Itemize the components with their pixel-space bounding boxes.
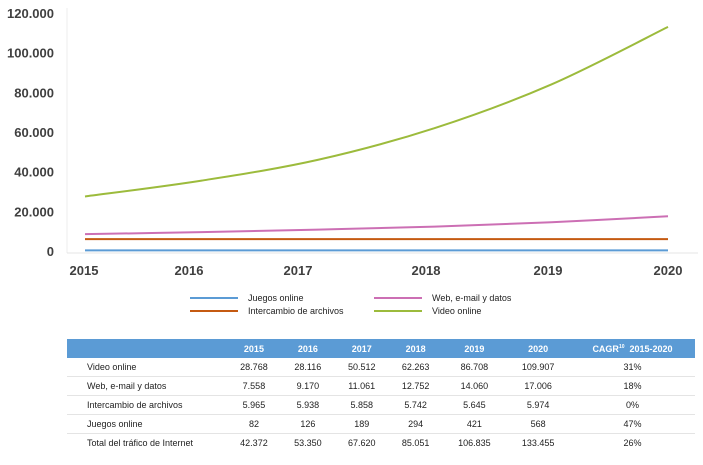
legend-label: Web, e-mail y datos (432, 293, 512, 303)
table-cell: 0% (570, 395, 695, 415)
table-cell: 7.558 (227, 376, 281, 396)
x-tick-label: 2017 (284, 263, 313, 278)
header-cagr: CAGR10 2015-2020 (570, 339, 695, 358)
table-cell: 82 (227, 414, 281, 434)
table-cell: 11.061 (334, 376, 389, 396)
table-row: Total del tráfico de Internet 42.372 53.35… (67, 434, 695, 453)
table-cell: 62.263 (388, 358, 443, 377)
table-header: 2015 2016 2017 2018 2019 2020 CAGR10 201… (67, 339, 695, 358)
table-cell: 28.768 (227, 358, 281, 377)
traffic-table: 2015 2016 2017 2018 2019 2020 CAGR10 201… (67, 339, 695, 452)
table-cell: 42.372 (240, 438, 268, 448)
x-tick-label: 2015 (70, 263, 99, 278)
header-2020: 2020 (506, 339, 570, 358)
table-cell: 14.060 (442, 376, 507, 396)
table-cell: 86.708 (442, 358, 507, 377)
y-tick-label: 120.000 (7, 6, 54, 21)
table-cell: 5.645 (442, 395, 507, 415)
legend-label: Intercambio de archivos (248, 306, 344, 316)
table-cell: 421 (442, 414, 507, 434)
row-label: Video online (67, 358, 227, 377)
table-cell: 12.752 (388, 376, 443, 396)
table-cell: 106.835 (458, 438, 491, 448)
table-cell: 53.350 (294, 438, 322, 448)
row-label: Juegos online (67, 414, 227, 434)
table-cell: 18% (570, 376, 695, 396)
x-tick-label: 2019 (534, 263, 563, 278)
table-row: Juegos online 82 126 189 294 421 568 47% (67, 414, 695, 434)
header-2018: 2018 (388, 339, 443, 358)
series-line-web-e-mail-y-datos (84, 215, 669, 236)
header-2019: 2019 (442, 339, 507, 358)
line-chart: 0 20.000 40.000 60.000 80.000 100.000 120.000 2… (7, 6, 698, 316)
table-cell: 17.006 (506, 376, 570, 396)
y-tick-label: 80.000 (14, 85, 54, 100)
row-label: Total del tráfico de Internet (87, 438, 194, 448)
table-cell: 5.938 (280, 395, 335, 415)
y-tick-label: 40.000 (14, 165, 54, 180)
table-cell: 294 (388, 414, 443, 434)
table-cell: 26% (623, 438, 642, 448)
table-cell: 568 (506, 414, 570, 434)
table-cell: 5.858 (334, 395, 389, 415)
table-cell: 5.742 (388, 395, 443, 415)
table-cell: 109.907 (506, 358, 570, 377)
x-tick-label: 2016 (175, 263, 204, 278)
legend-label: Video online (432, 306, 481, 316)
x-tick-label: 2020 (654, 263, 683, 278)
header-2015: 2015 (227, 339, 281, 358)
legend-label: Juegos online (248, 293, 304, 303)
table-cell: 85.051 (401, 438, 430, 448)
header-2017: 2017 (334, 339, 389, 358)
table-cell: 50.512 (334, 358, 389, 377)
table-cell: 133.455 (521, 438, 555, 448)
table-cell: 189 (334, 414, 389, 434)
table-cell: 28.116 (280, 358, 335, 377)
table-cell: 67.620 (347, 438, 376, 448)
y-tick-label: 0 (47, 244, 54, 259)
table-row: Video online 28.768 28.116 50.512 62.263 86.7… (67, 358, 695, 377)
row-label: Intercambio de archivos (67, 395, 227, 415)
header-blank (67, 339, 227, 358)
table-cell: 9.170 (280, 376, 335, 396)
series-line-video-online (84, 25, 669, 198)
row-label: Web, e-mail y datos (67, 376, 227, 396)
table-cell: 47% (570, 414, 695, 434)
table-cell: 31% (570, 358, 695, 377)
header-2016: 2016 (280, 339, 335, 358)
x-tick-label: 2018 (412, 263, 441, 278)
y-tick-label: 20.000 (14, 204, 54, 219)
table-cell: 126 (280, 414, 335, 434)
table-cell: 5.965 (227, 395, 281, 415)
table-cell: 5.974 (506, 395, 570, 415)
table-row: Web, e-mail y datos 7.558 9.170 11.061 12.75… (67, 376, 695, 396)
y-tick-label: 100.000 (7, 46, 54, 61)
y-tick-label: 60.000 (14, 125, 54, 140)
table-row: Intercambio de archivos 5.965 5.938 5.858 5.… (67, 395, 695, 415)
